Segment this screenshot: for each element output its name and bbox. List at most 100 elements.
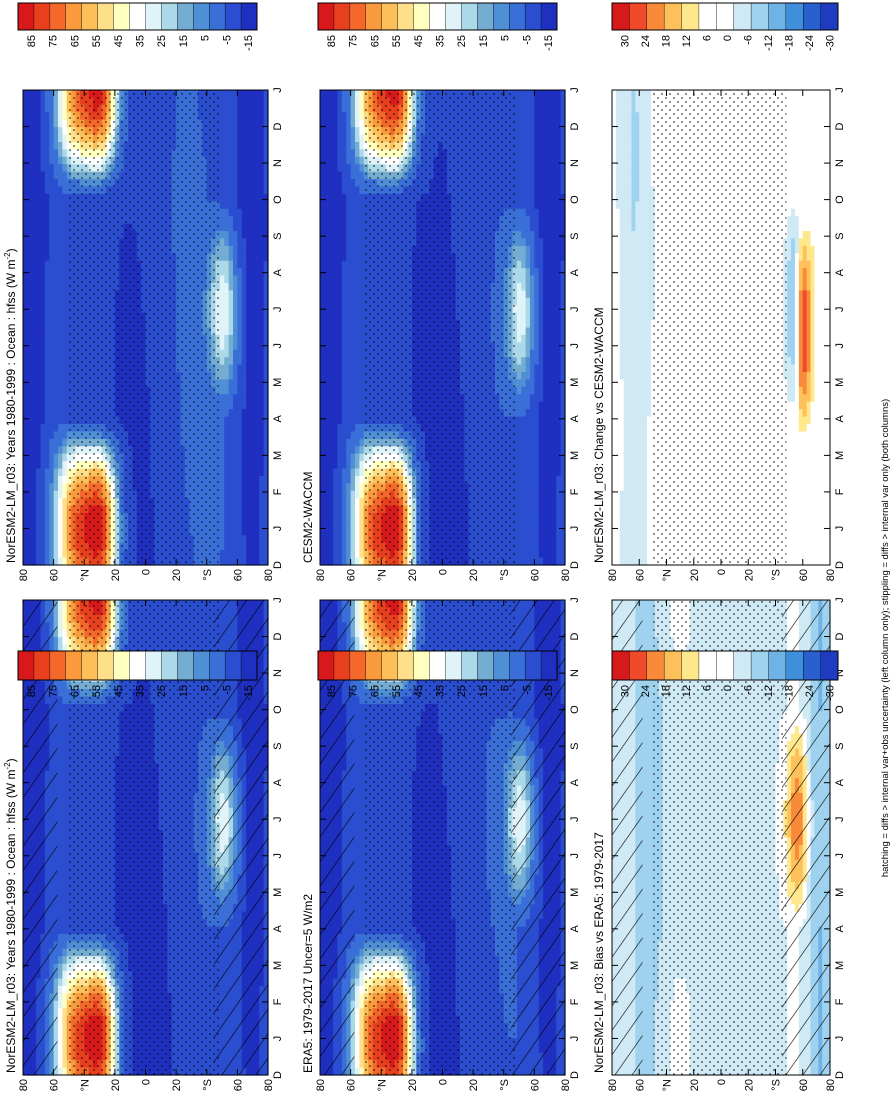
heat-cell [58,416,63,425]
heat-cell [53,423,59,432]
heat-cell [23,134,28,143]
heat-cell [40,297,46,306]
heat-cell [62,896,68,905]
heat-cell [31,386,37,395]
heat-cell [62,681,68,690]
heat-cell [62,416,68,425]
heat-cell [62,394,68,403]
heat-cell [58,622,63,631]
heat-cell [36,542,42,551]
heat-cell [23,394,28,403]
heat-cell [49,409,55,418]
heat-cell [23,468,28,477]
heat-cell [62,542,68,551]
heat-cell [62,696,68,705]
heat-cell [31,513,37,522]
heat-cell [31,275,37,284]
heat-cell [62,971,68,980]
heat-cell [62,104,68,113]
heat-cell [58,978,63,987]
heat-cell [36,297,42,306]
heat-cell [58,629,63,638]
heat-cell [58,607,63,616]
heat-cell [49,112,55,121]
heat-cell [36,364,42,373]
heat-cell [31,416,37,425]
heat-cell [53,253,59,262]
heat-cell [62,1008,68,1017]
heat-cell [58,290,63,299]
heat-cell [36,193,42,202]
heat-cell [53,401,59,410]
heat-cell [23,260,28,269]
heat-cell [44,431,50,440]
heat-cell [44,156,50,165]
heat-cell [44,498,50,507]
heat-cell [62,112,68,121]
heat-cell [27,550,33,559]
heat-cell [40,453,46,462]
heat-cell [23,550,28,559]
heat-cell [23,490,28,499]
heat-cell [44,201,50,210]
heat-cell [44,535,50,544]
heat-cell [23,498,28,507]
heat-cell [27,134,33,143]
heat-cell [27,112,33,121]
heat-cell [36,127,42,136]
heat-cell [62,379,68,388]
heat-cell [23,401,28,410]
heat-cell [23,90,28,99]
heat-cell [58,844,63,853]
heat-cell [23,231,28,240]
heat-cell [31,282,37,291]
heat-cell [36,409,42,418]
heat-cell [23,201,28,210]
heat-cell [23,453,28,462]
heat-cell [62,852,68,861]
heat-cell [44,305,50,314]
heat-cell [23,245,28,254]
heat-cell [31,268,37,277]
heat-cell [23,342,28,351]
heat-cell [49,164,55,173]
heat-cell [23,127,28,136]
heat-cell [62,446,68,455]
heat-cell [49,401,55,410]
heat-cell [58,711,63,720]
heat-cell [23,386,28,395]
heat-cell [58,852,63,861]
heat-cell [58,327,63,336]
heat-cell [62,904,68,913]
heat-cell [36,513,42,522]
heat-cell [58,112,63,121]
heat-cell [27,490,33,499]
heat-cell [49,156,55,165]
heat-cell [36,290,42,299]
heat-cell [49,231,55,240]
heat-cell [49,379,55,388]
heat-cell [58,689,63,698]
heat-cell [44,475,50,484]
heat-cell [49,297,55,306]
heat-cell [31,216,37,225]
heat-cell [62,290,68,299]
heat-cell [40,290,46,299]
heat-cell [53,216,59,225]
heat-cell [23,193,28,202]
heat-cell [40,557,46,566]
heat-cell [40,275,46,284]
heat-cell [62,193,68,202]
heat-cell [53,201,59,210]
heat-cell [36,349,42,358]
heat-cell [27,127,33,136]
heat-cell [23,535,28,544]
heat-cell [53,535,59,544]
heat-cell [40,513,46,522]
heat-cell [53,90,59,99]
heat-cell [40,268,46,277]
heat-cell [49,475,55,484]
heat-cell [27,527,33,536]
heat-cell [62,763,68,772]
heat-cell [49,498,55,507]
